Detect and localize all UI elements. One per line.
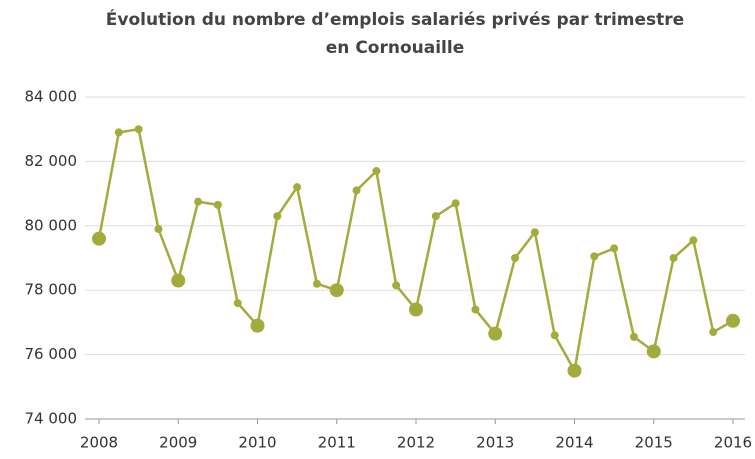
point	[194, 197, 203, 206]
y-tick-label: 74 000	[25, 410, 78, 428]
x-tick-label: 2008	[80, 434, 118, 452]
x-tick-label: 2009	[159, 434, 197, 452]
point	[213, 200, 222, 209]
point	[293, 183, 302, 192]
point	[646, 344, 661, 359]
x-tick-label: 2014	[555, 434, 593, 452]
y-tick-label: 78 000	[25, 281, 78, 299]
y-tick-label: 84 000	[25, 88, 78, 106]
point	[114, 128, 123, 137]
x-tick-label: 2013	[476, 434, 514, 452]
x-tick-label: 2010	[238, 434, 276, 452]
point	[471, 305, 480, 314]
point	[171, 273, 186, 288]
x-tick-label: 2016	[714, 434, 752, 452]
point	[689, 236, 698, 245]
y-tick-label: 76 000	[25, 345, 78, 363]
point	[409, 302, 423, 317]
point	[352, 186, 361, 195]
point	[610, 244, 619, 253]
line	[97, 127, 734, 375]
point	[431, 212, 440, 221]
chart-title: Évolution du nombre d’emplois salariés p…	[106, 8, 684, 30]
y-tick-label: 80 000	[25, 216, 78, 234]
point	[250, 318, 265, 333]
point	[530, 228, 539, 237]
x-tick-label: 2015	[635, 434, 673, 452]
point	[134, 125, 143, 134]
point	[567, 363, 582, 378]
point	[154, 225, 163, 234]
point	[92, 231, 106, 246]
point	[233, 299, 242, 308]
point	[451, 199, 460, 208]
chart-title: en Cornouaille	[326, 38, 464, 58]
point	[273, 212, 282, 221]
point	[329, 283, 344, 298]
point	[511, 254, 520, 262]
point	[312, 279, 321, 288]
point	[629, 332, 638, 341]
point	[550, 331, 559, 340]
point	[392, 281, 401, 290]
point	[372, 167, 381, 176]
y-tick-label: 82 000	[25, 152, 78, 170]
point	[590, 252, 599, 261]
x-tick-label: 2012	[397, 434, 435, 452]
point	[488, 326, 503, 341]
point	[709, 328, 718, 337]
point	[669, 254, 678, 262]
point	[726, 313, 740, 328]
x-tick-label: 2011	[318, 434, 356, 452]
